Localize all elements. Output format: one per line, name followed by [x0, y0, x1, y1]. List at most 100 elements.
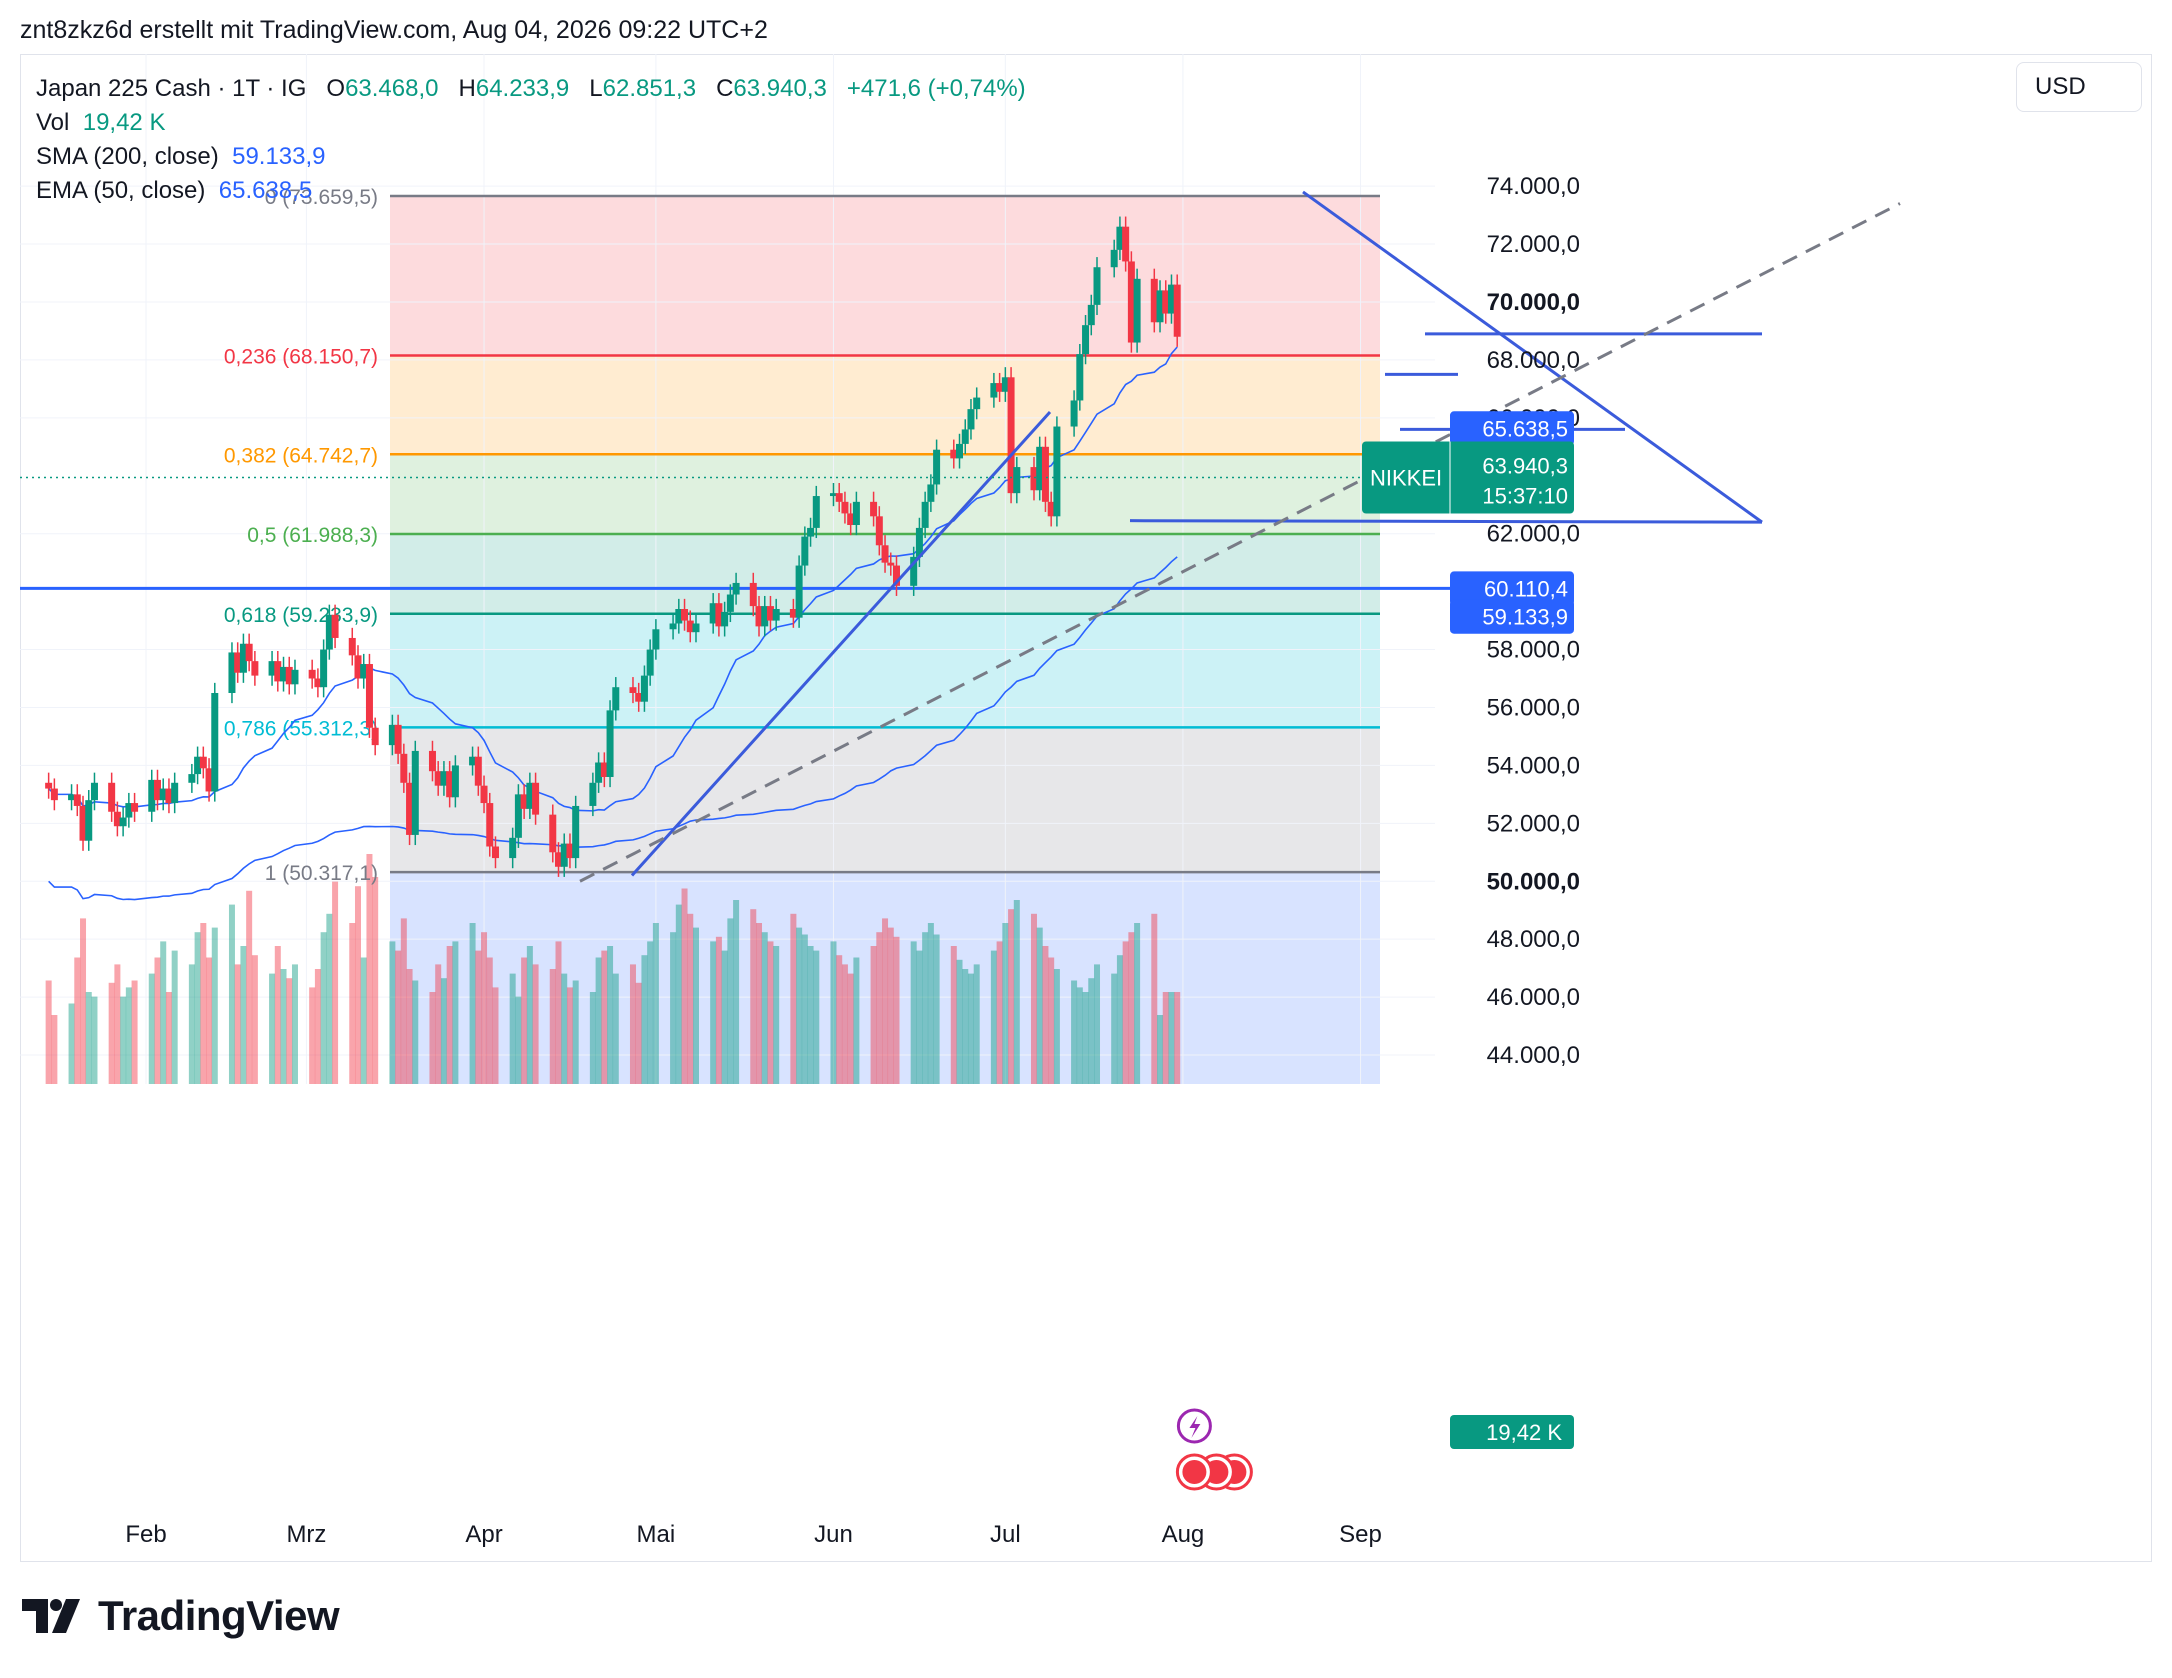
volume-bar [1013, 900, 1020, 1084]
volume-bar [228, 904, 235, 1084]
candle-body [532, 782, 540, 815]
volume-bar [595, 957, 602, 1084]
y-axis-label: 70.000,0 [1487, 289, 1580, 316]
fib-zone [390, 195, 1380, 356]
volume-bar [452, 941, 459, 1084]
support-line [1129, 519, 1763, 524]
candle-body [45, 782, 53, 789]
candle-body [807, 527, 815, 537]
currency-button[interactable]: USD [2016, 62, 2142, 112]
volume-bar [131, 980, 138, 1084]
volume-bar [45, 980, 52, 1084]
volume-bar [68, 1003, 75, 1084]
volume-bar [1168, 992, 1175, 1084]
candle-body [852, 501, 860, 526]
chart-canvas: 0 (73.659,5) 0,236 (68.150,7) 0,382 (64.74… [20, 54, 1901, 1548]
volume-bar [469, 923, 476, 1084]
volume-bar [761, 932, 768, 1084]
fib-zone [390, 613, 1380, 728]
legend-volume-row[interactable]: Vol 19,42 K [36, 106, 1026, 140]
volume-bar [893, 936, 900, 1084]
candle-body [394, 724, 402, 754]
volume-bar [555, 941, 562, 1084]
candle-body [491, 846, 499, 859]
candle-body [1127, 261, 1135, 343]
candle-body [119, 817, 127, 827]
candle-body [188, 774, 196, 783]
candle-body [812, 496, 820, 528]
volume-bar [721, 950, 728, 1084]
candle-body [1167, 284, 1175, 314]
candle-body [933, 449, 941, 485]
candle-body [686, 620, 694, 633]
volume-bar [715, 936, 722, 1084]
x-axis-label: Jul [990, 1521, 1021, 1548]
candle-body [669, 623, 677, 630]
candle-body [755, 606, 763, 627]
candle-body [79, 805, 87, 841]
candle-body [967, 409, 975, 430]
candle-body [1150, 278, 1158, 323]
volume-bar [549, 969, 556, 1084]
candle-body [68, 794, 76, 801]
fib-level-label: 0,618 (59.233,9) [224, 604, 378, 627]
volume-bar [750, 909, 757, 1084]
volume-bar [400, 918, 407, 1084]
legend-close-label: C [716, 75, 734, 102]
fib-level-label: 0,236 (68.150,7) [224, 346, 378, 369]
volume-bar [1088, 978, 1095, 1084]
candle-body [108, 782, 116, 812]
volume-bar [406, 969, 413, 1084]
volume-bar [1036, 927, 1043, 1084]
price-tag-bg [1450, 599, 1574, 634]
volume-bar [710, 941, 717, 1084]
volume-bar [412, 980, 419, 1084]
volume-bar [286, 978, 293, 1084]
volume-bar [990, 950, 997, 1084]
candle-body [629, 687, 637, 693]
y-axis-label: 48.000,0 [1487, 926, 1580, 953]
volume-bar [647, 941, 654, 1084]
volume-bar [733, 900, 740, 1084]
symbol-tag: NIKKEI [1370, 465, 1442, 490]
legend-sma-row[interactable]: SMA (200, close) 59.133,9 [36, 140, 1026, 174]
lightning-glyph-icon [1189, 1416, 1201, 1438]
volume-bar [870, 946, 877, 1084]
tradingview-wordmark: TradingView [98, 1592, 340, 1639]
volume-bar [280, 969, 287, 1084]
candle-body [1001, 377, 1009, 392]
candle-body [360, 664, 368, 679]
candle-body [1110, 249, 1118, 268]
candle-body [234, 652, 242, 673]
volume-bar [1128, 932, 1135, 1084]
candle-body [692, 623, 700, 633]
candle-body [766, 606, 774, 621]
volume-bar [320, 932, 327, 1084]
candle-body [171, 782, 179, 804]
legend-high-label: H [458, 75, 476, 102]
y-axis-label: 74.000,0 [1487, 173, 1580, 200]
volume-bar [366, 854, 373, 1084]
candle-body [726, 594, 734, 612]
candle-body [881, 545, 889, 563]
legend-symbol[interactable]: Japan 225 Cash · 1T · IG [36, 75, 307, 102]
volume-bar [492, 987, 499, 1084]
volume-bar [148, 973, 155, 1084]
candle-body [90, 782, 98, 801]
volume-bar [882, 918, 889, 1084]
candle-body [325, 614, 333, 650]
candle-body [1007, 377, 1015, 494]
legend-open: 63.468,0 [345, 75, 439, 102]
volume-bar [996, 941, 1003, 1084]
tradingview-brand[interactable]: TradingView [22, 1592, 340, 1640]
legend-open-label: O [326, 75, 346, 102]
ema-line [48, 346, 1178, 812]
x-axis-label: Aug [1162, 1521, 1205, 1548]
candle-body [514, 794, 522, 838]
candle-body [956, 443, 964, 459]
last-price-tag-bg [1362, 441, 1574, 514]
legend-ema-row[interactable]: EMA (50, close) 65.638,5 [36, 174, 1026, 208]
volume-bar [108, 982, 115, 1084]
candle-body [915, 527, 923, 557]
volume-bar [956, 959, 963, 1084]
